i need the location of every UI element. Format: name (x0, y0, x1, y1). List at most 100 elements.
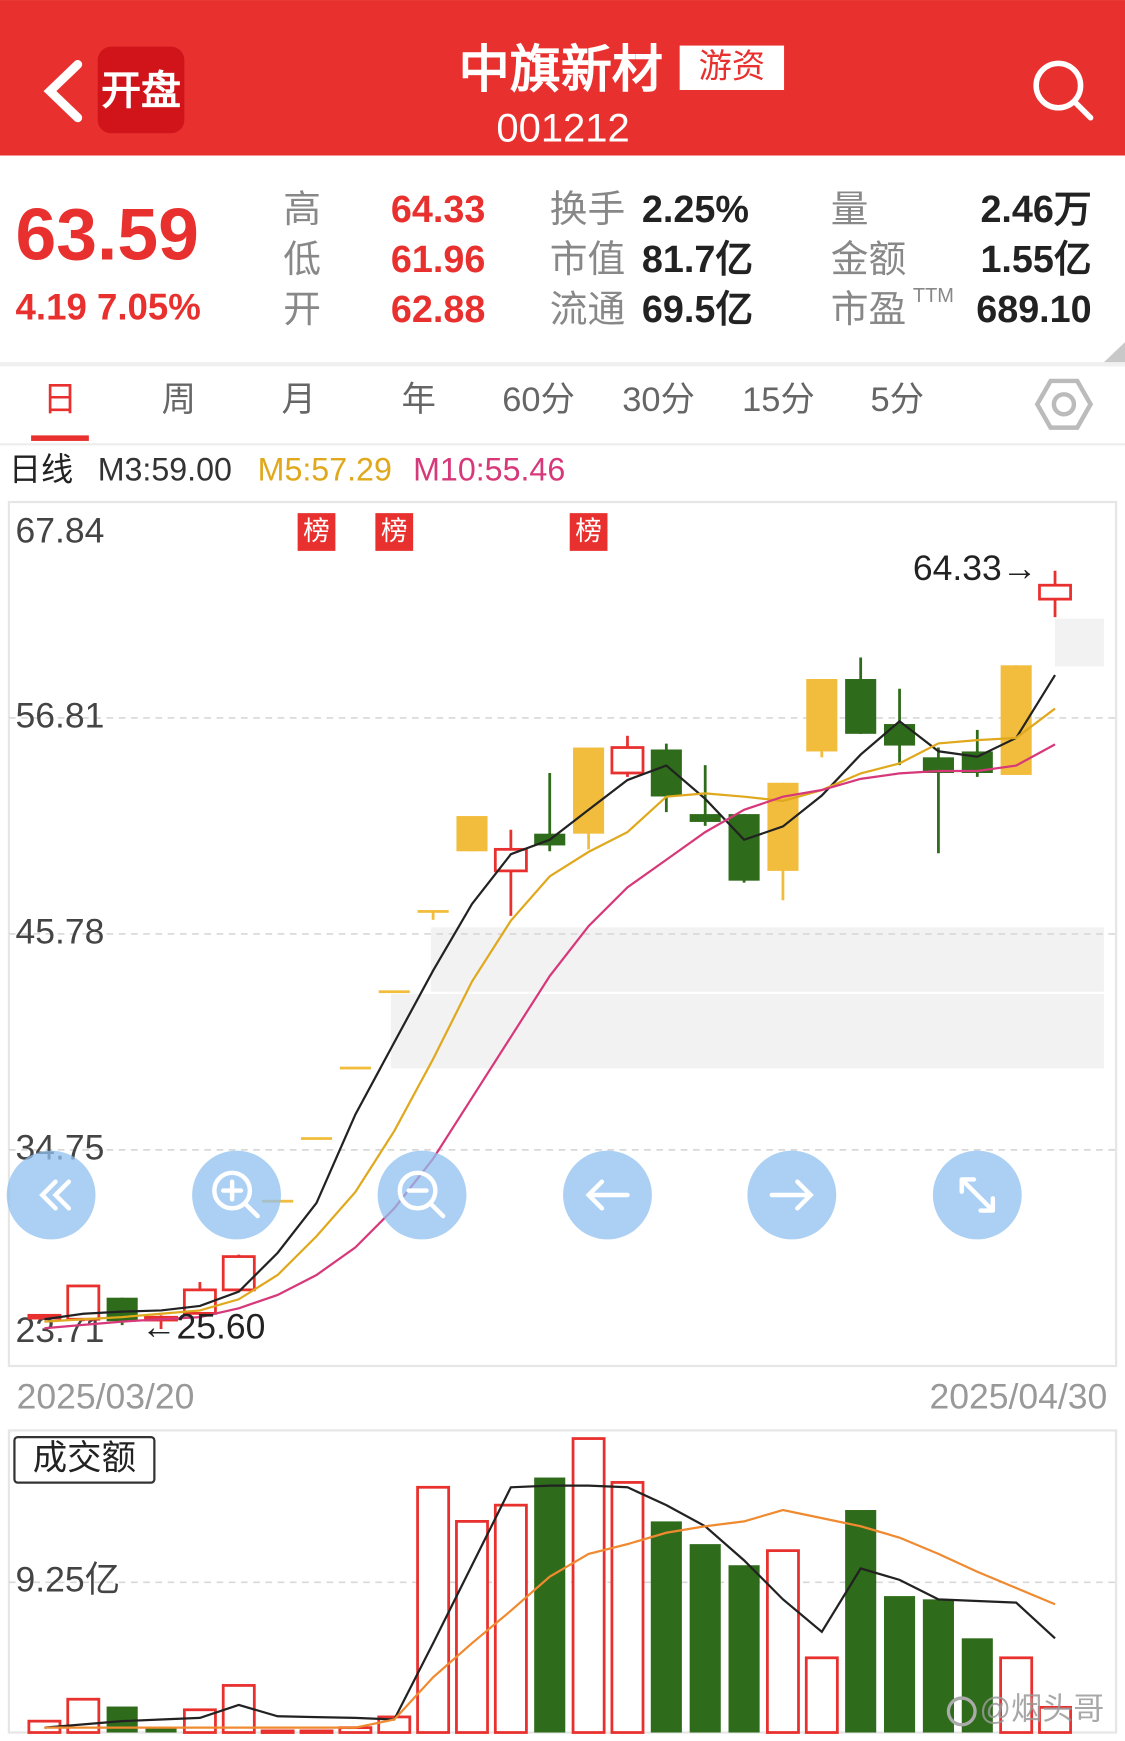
stat-label: 高 (283, 188, 321, 230)
stat-label-sup: TTM (913, 285, 954, 307)
ma-line (44, 743, 1056, 1330)
gap-zone (430, 927, 1104, 992)
tab[interactable]: 月 (282, 381, 316, 419)
volume-ma-line (44, 1508, 1056, 1729)
candle-body (922, 757, 954, 773)
y-tick-label: 67.84 (16, 511, 105, 551)
watermark: @烟头哥 (980, 1692, 1105, 1727)
tab[interactable]: 15分 (742, 381, 815, 419)
tab[interactable]: 周 (162, 381, 196, 419)
price: 63.59 (16, 193, 199, 275)
stat-value: 1.55亿 (980, 238, 1091, 280)
divider (0, 362, 1125, 367)
volume-bar (961, 1638, 993, 1733)
control-button[interactable] (6, 1150, 96, 1240)
control-icons (39, 1170, 996, 1219)
y-tick-label: 45.78 (16, 911, 105, 951)
control-button[interactable] (377, 1150, 467, 1240)
ma-legend: 日线 M3:59.00 M5:57.29 M10:55.46 (9, 452, 565, 488)
badge-label: 榜 (303, 516, 330, 546)
stat-label: 换手 (550, 188, 626, 230)
corner-mark (1099, 342, 1125, 367)
icon-zoom-out (397, 1170, 438, 1211)
tag-text: 游资 (699, 49, 766, 86)
x-label: 2025/04/30 (929, 1377, 1107, 1417)
stat-label: 金额 (831, 238, 907, 280)
settings-icon (1051, 392, 1077, 417)
settings-icon (1034, 378, 1094, 430)
divider (0, 443, 1125, 446)
stat-value: 69.5亿 (642, 288, 753, 330)
tab[interactable]: 5分 (871, 381, 925, 419)
ma-line (44, 674, 1056, 1321)
candle-body (610, 746, 645, 775)
volume-bar (766, 1549, 800, 1734)
stat-value: 61.96 (391, 238, 485, 280)
tab[interactable]: 日 (43, 381, 77, 419)
volume-bar (260, 1729, 295, 1734)
control-button[interactable] (192, 1150, 281, 1240)
volume-bar (804, 1656, 839, 1734)
settings-button[interactable] (1034, 378, 1094, 430)
volume-bar (455, 1520, 489, 1734)
x-label: 2025/03/20 (17, 1377, 195, 1417)
volume-bar (999, 1656, 1034, 1734)
stat-value: 62.88 (391, 288, 485, 330)
candle-body (573, 747, 605, 834)
gap-zone (390, 993, 1104, 1069)
volume-bar (610, 1481, 645, 1734)
icon-left (585, 1179, 630, 1211)
search-icon (1072, 99, 1094, 121)
tab[interactable]: 30分 (622, 381, 695, 419)
stat-value: 64.33 (391, 188, 485, 230)
stat-value: 2.46万 (980, 188, 1091, 230)
back-button[interactable] (43, 60, 83, 123)
icon-zoom-in (212, 1170, 253, 1211)
icon-rewind (39, 1179, 72, 1211)
stat-label: 市盈 (831, 288, 907, 330)
icon-zoom-in (221, 1179, 260, 1219)
chart-controls (6, 1150, 1022, 1240)
ma-line (44, 707, 1056, 1323)
legend-entry: M3:59.00 (98, 452, 232, 488)
stat-label: 流通 (550, 288, 626, 330)
volume-ma-line (44, 1484, 1056, 1729)
candle-body (806, 679, 838, 752)
watermark-icon (946, 1696, 977, 1727)
plot-area: 67.8456.8145.7834.7523.71榜榜榜64.33→←25.60… (8, 501, 1117, 1734)
tab[interactable]: 年 (401, 381, 435, 419)
icon-zoom-out (406, 1188, 446, 1219)
icon-right (769, 1179, 814, 1211)
legend-title: 日线 (9, 452, 73, 488)
badge-box (375, 513, 414, 551)
volume-bar (145, 1726, 177, 1733)
stock-code: 001212 (496, 107, 629, 151)
volume-bar (534, 1477, 566, 1733)
tab[interactable]: 60分 (502, 381, 575, 419)
volume-title-box (13, 1435, 156, 1484)
candle-body (650, 749, 682, 797)
volume-title: 成交额 (33, 1440, 136, 1478)
candle-body (378, 990, 410, 994)
volume-bar (571, 1437, 606, 1734)
candle-body (961, 751, 993, 773)
search-button[interactable] (1033, 60, 1094, 121)
tag-box (679, 45, 785, 90)
legend-entry: M5:57.29 (258, 452, 392, 488)
period-tabs: 日 周 月 年 60分 30分 15分 5分 (43, 381, 924, 419)
volume-bar (728, 1565, 760, 1733)
tab-underline (31, 435, 89, 441)
stat-label: 市值 (550, 238, 626, 280)
stat-value: 81.7亿 (642, 238, 753, 280)
stat-label: 开 (283, 288, 321, 330)
candle-body (689, 814, 721, 822)
stat-value: 689.10 (976, 288, 1091, 330)
badge[interactable] (97, 46, 185, 134)
candle-body (884, 724, 916, 746)
badge-box (569, 513, 608, 551)
candle-body (300, 1137, 333, 1140)
price-change: 4.19 7.05% (16, 287, 201, 328)
legend-entry: M10:55.46 (413, 452, 565, 488)
